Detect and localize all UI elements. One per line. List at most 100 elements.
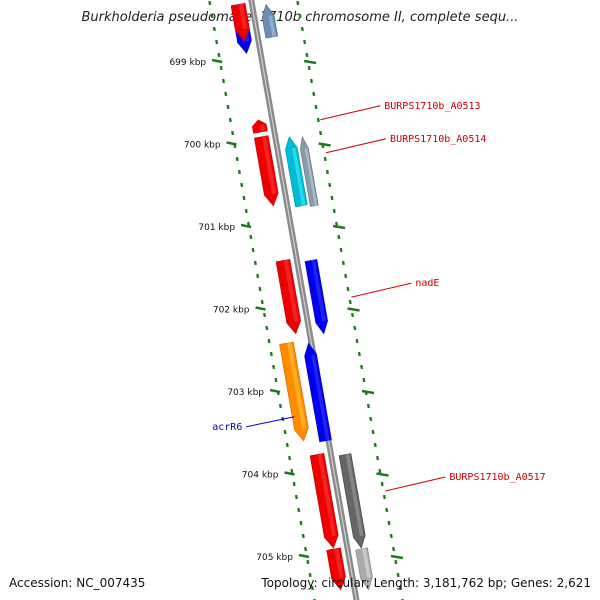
gene-feature[interactable] [309,453,340,549]
scale-dot [300,26,304,32]
scale-dot [258,286,262,292]
scale-dot [396,572,400,578]
gene-label-leader [351,282,412,298]
scale-dot [231,130,235,136]
scale-dot [314,104,318,110]
gene-feature[interactable] [251,119,268,134]
scale-dot [290,468,294,474]
scale-dot [312,91,316,97]
major-tick-inner [226,141,237,146]
gene-feature[interactable] [260,3,279,39]
scale-dot [306,559,310,565]
major-tick-outer [347,307,360,312]
gene-feature[interactable] [275,259,303,335]
scale-dot [301,533,305,539]
scale-dot [267,338,271,344]
gene-arrow-shine [259,124,266,132]
gene-feature[interactable] [298,135,319,207]
scale-dot [305,52,309,58]
gene-feature[interactable] [304,259,330,335]
scale-dot [389,533,393,539]
scale-dot [308,572,312,578]
scale-dot [309,78,313,84]
scale-dot [219,65,223,71]
scale-dot [341,260,345,266]
scale-dot [240,182,244,188]
major-tick-inner [298,553,310,559]
scale-dot [256,273,260,279]
scale-dot [285,442,289,448]
gene-label[interactable]: acrR6 [212,422,242,433]
scale-dot [335,221,339,227]
scale-dot [298,13,302,19]
gene-arrow-shine [291,147,306,206]
gene-feature[interactable] [230,2,251,42]
major-tick-outer [390,554,404,560]
gene-arrow-shine [362,548,371,578]
gene-feature[interactable] [254,135,280,207]
scale-dot [260,299,264,305]
scale-dot [235,156,239,162]
scale-dot [251,247,255,253]
gene-label[interactable]: BURPS1710b_A0517 [449,472,545,483]
gene-label-leader [246,416,295,428]
scale-dot [319,130,323,136]
scale-dot [373,442,377,448]
scale-dot [296,0,300,6]
scale-dot [323,156,327,162]
major-tick-outer [303,59,317,65]
tick-layer: 699 kbp 700 kbp 701 kbp 702 kbp 703 kbp 704 k… [169,0,405,600]
scale-dot [337,234,341,240]
gene-label-leader [320,105,381,121]
scale-dot [221,78,225,84]
scale-dot [350,312,355,318]
scale-dot [328,182,332,188]
scale-dot [325,169,329,175]
gene-feature[interactable] [338,453,367,550]
tick-label: 699 kbp [169,58,206,68]
gene-feature[interactable] [303,342,332,443]
gene-label-leader [385,476,446,492]
gene-feature[interactable] [355,547,375,591]
scale-dot [310,585,314,591]
scale-dot [297,507,301,513]
major-tick-inner [255,306,266,311]
gene-feature[interactable] [326,547,348,591]
gene-arrow-shine [311,354,330,441]
tick-label: 702 kbp [213,306,250,316]
gene-arrow-shine [238,3,248,30]
scale-dot [212,26,216,32]
major-tick-inner [240,223,252,229]
tick-label: 703 kbp [227,388,264,398]
scale-dot [269,351,273,357]
scale-dot [371,429,375,435]
scale-dot [210,13,214,19]
scale-dot [208,0,212,6]
gene-label[interactable]: BURPS1710b_A0514 [390,134,486,145]
gene-label[interactable]: BURPS1710b_A0513 [384,101,480,112]
topology-summary: Topology: circular; Length: 3,181,762 bp… [261,576,591,590]
major-tick-outer [376,472,389,477]
major-tick-inner [284,471,295,476]
scale-dot [398,585,402,591]
gene-label[interactable]: nadE [415,278,439,289]
scale-dot [376,455,380,461]
scale-dot [262,312,267,318]
scale-dot [278,403,282,409]
scale-dot [292,481,296,487]
gene-arrow-shine [287,342,307,429]
gene-feature[interactable] [283,136,308,208]
scale-dot [332,208,336,214]
gene-arrow-shine [334,548,344,578]
scale-dot [355,338,359,344]
major-tick-outer [332,224,346,230]
scale-dot [217,52,221,58]
scale-dot [380,481,384,487]
scale-dot [385,507,389,513]
gene-feature[interactable] [279,341,311,442]
scale-dot [272,364,276,370]
gene-arrow-shine [345,453,364,537]
scale-dot [237,169,241,175]
scale-dot [244,208,248,214]
scale-dot [226,104,230,110]
